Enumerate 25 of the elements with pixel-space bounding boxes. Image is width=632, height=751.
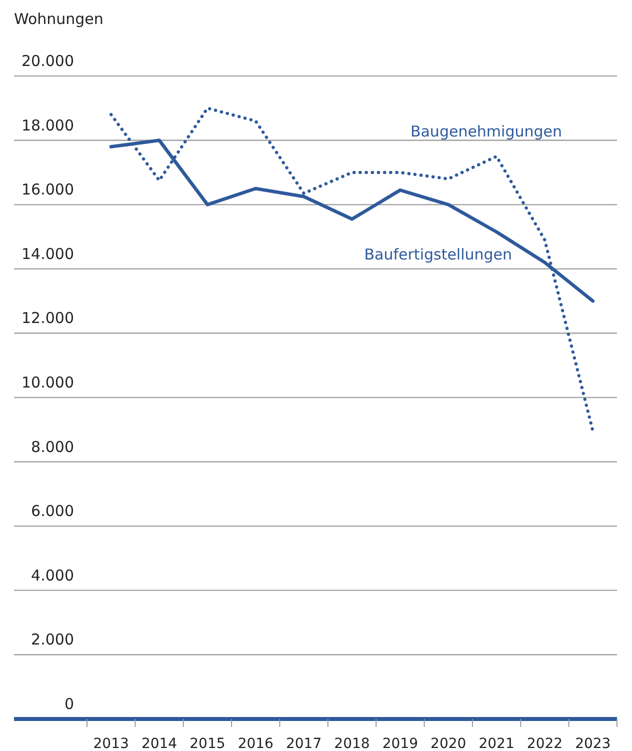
- series-label: Baufertigstellungen: [364, 246, 512, 264]
- x-tick-label: 2015: [190, 736, 226, 751]
- x-tick-label: 2022: [526, 736, 563, 751]
- x-tick-label: 2014: [141, 736, 178, 751]
- y-tick-label: 0: [64, 695, 74, 713]
- x-tick-label: 2013: [93, 736, 129, 751]
- x-tick-label: 2021: [478, 736, 514, 751]
- y-tick-label: 18.000: [22, 116, 74, 134]
- y-tick-label: 10.000: [22, 374, 74, 392]
- x-tick-label: 2018: [334, 736, 370, 751]
- y-tick-label: 20.000: [22, 52, 74, 70]
- series-label: Baugenehmigungen: [410, 122, 562, 140]
- x-tick-label: 2017: [286, 736, 322, 751]
- y-tick-label: 2.000: [31, 630, 74, 649]
- x-tick-label: 2023: [575, 736, 611, 751]
- y-tick-label: 6.000: [31, 502, 74, 520]
- y-tick-label: 14.000: [22, 244, 74, 263]
- x-tick-label: 2016: [238, 736, 274, 751]
- x-tick-label: 2020: [430, 736, 466, 751]
- y-tick-label: 12.000: [22, 309, 74, 328]
- y-tick-label: 4.000: [31, 566, 74, 584]
- y-axis-title: Wohnungen: [14, 10, 104, 28]
- y-tick-label: 8.000: [31, 438, 74, 456]
- x-tick-label: 2019: [382, 736, 418, 751]
- y-tick-label: 16.000: [22, 180, 74, 199]
